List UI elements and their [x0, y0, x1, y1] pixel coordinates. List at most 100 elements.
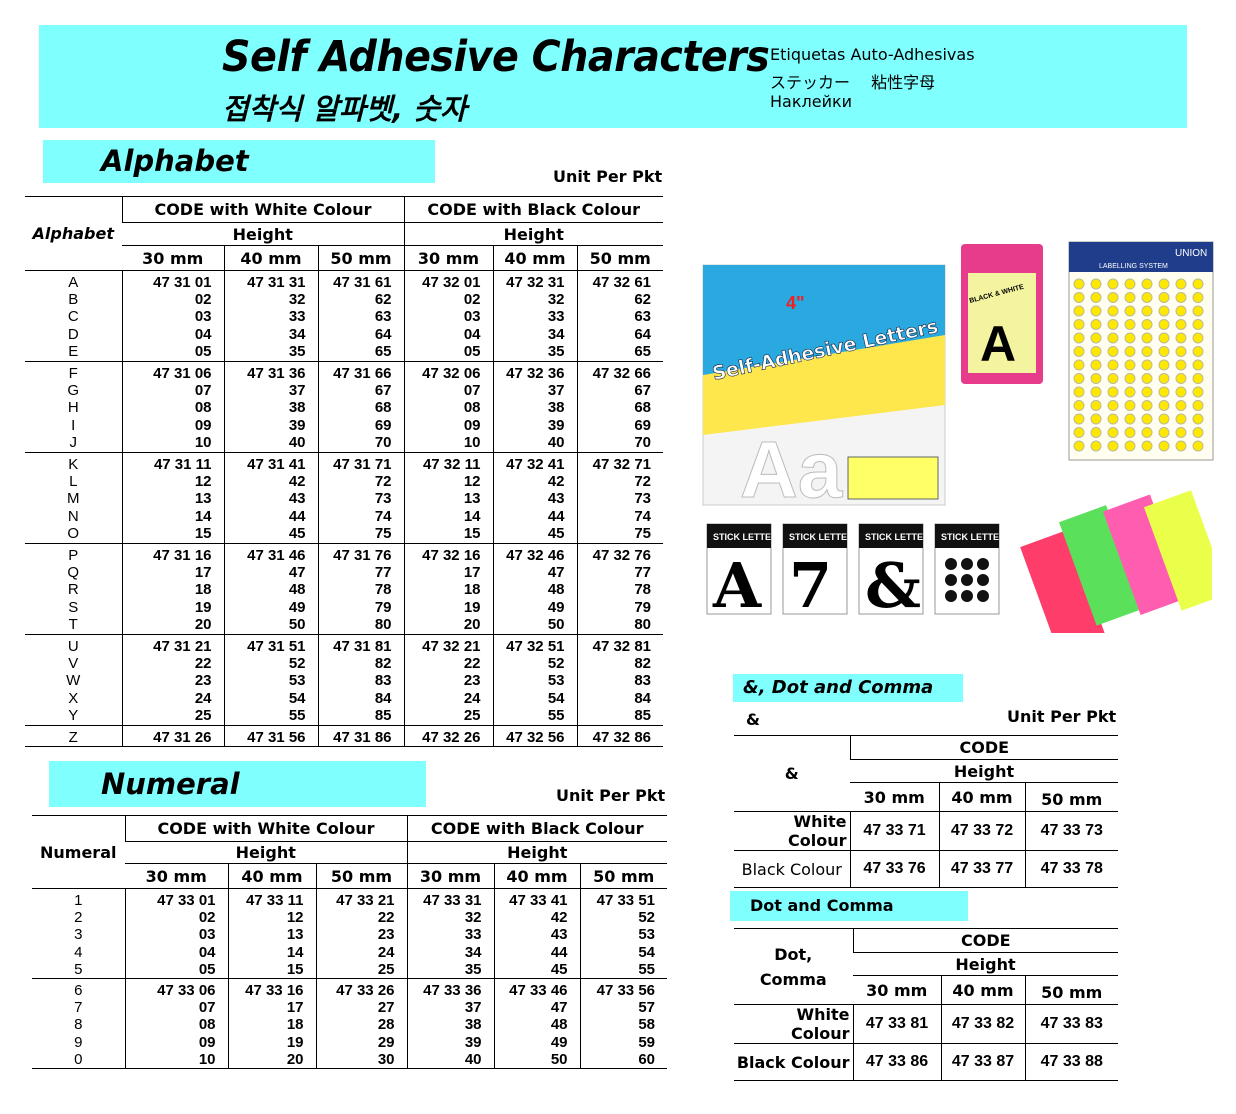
code-value: 47 32 81: [592, 638, 651, 655]
code-cell: 47 32 76 77 78 79 80: [576, 543, 663, 635]
code-value: 47 31 46: [247, 547, 306, 564]
height-header: Height: [850, 759, 1118, 783]
row-label: 7: [74, 999, 83, 1017]
row-header: Dot, Comma: [734, 929, 853, 1005]
code-value: 47 31 86: [333, 729, 392, 746]
size-header: 30 mm: [406, 863, 494, 889]
code-value: 10: [463, 433, 481, 451]
sticker-dot: [1192, 427, 1204, 438]
sticker-dot: [1175, 332, 1187, 344]
sticker-dot: [1158, 346, 1170, 357]
code-value: 20: [194, 615, 212, 633]
code-value: 47 33 56: [596, 982, 655, 999]
code-value: 65: [374, 342, 392, 360]
sticker-dot: [1107, 400, 1119, 411]
code-value: 33: [464, 926, 482, 944]
sticker-dot: [1158, 359, 1170, 371]
code-value: 07: [198, 999, 216, 1017]
code-value: 47 32 36: [506, 365, 565, 382]
code-value: 80: [634, 615, 651, 633]
code-value: 44: [547, 507, 565, 525]
code-value: 47 32 66: [592, 365, 651, 382]
code-value: 52: [288, 655, 306, 673]
sticker-dot: [1107, 359, 1119, 371]
row-label: Black Colour: [734, 850, 850, 888]
code-value: 09: [194, 416, 212, 434]
dotcomma-table: Dot, Comma CODE Height 30 mm 40 mm 50 mm Whi…: [734, 928, 1118, 1081]
code-value: 18: [463, 581, 481, 599]
row-header: &: [784, 764, 799, 783]
code-value: 68: [634, 399, 651, 417]
sticker-dot: [1192, 359, 1204, 371]
table-row-group: F G H I J 47 31 06 07 08 09 10 47 31 36 37 38 39 40 47 …: [25, 361, 663, 453]
row-label: I: [71, 416, 76, 434]
code-header: CODE: [849, 735, 1118, 760]
row-label: S: [68, 598, 79, 616]
sticker-dot: [1073, 346, 1085, 357]
code-cell: 47 33 77: [938, 850, 1025, 888]
height-header: Height: [403, 222, 663, 246]
code-value: 47 32 21: [422, 638, 481, 655]
code-value: 74: [374, 507, 392, 525]
sticker-dot: [1124, 400, 1136, 411]
stick-letters-card: STICK LETTERS 7: [782, 523, 860, 617]
code-cell: 47 31 06 07 08 09 10: [121, 361, 224, 453]
code-value: 32: [288, 291, 306, 309]
code-cell: 47 32 06 07 08 09 10: [403, 361, 493, 453]
code-value: 45: [288, 524, 306, 542]
code-cell: 47 32 56: [492, 724, 577, 748]
card-glyph: 7: [789, 549, 832, 617]
code-value: 50: [288, 615, 306, 633]
row-label: N: [67, 507, 79, 525]
code-value: 57: [638, 999, 655, 1017]
code-value: 10: [198, 1050, 216, 1068]
code-cell: 47 31 31 32 33 34 35: [223, 270, 318, 362]
code-value: 53: [638, 926, 655, 944]
code-cell: 47 32 01 02 03 04 05: [403, 270, 493, 362]
code-value: 80: [374, 615, 392, 633]
row-label: T: [68, 615, 78, 633]
sticker-dot: [1124, 386, 1136, 398]
code-value: 72: [374, 473, 392, 491]
code-cell: 47 33 41 42 43 44 45: [493, 888, 580, 979]
code-value: 25: [463, 706, 481, 724]
dot-sticker: [977, 558, 989, 570]
sticker-dot: [1124, 332, 1136, 344]
code-value: 22: [463, 655, 481, 673]
pack-size: 4": [786, 293, 805, 313]
code-value: 54: [547, 689, 565, 707]
sticker-dot: [1107, 278, 1119, 290]
code-value: 37: [464, 999, 482, 1017]
dot-sticker: [945, 574, 957, 586]
code-value: 47 31 01: [153, 274, 212, 291]
sticker-dot: [1141, 386, 1153, 398]
code-value: 27: [377, 999, 395, 1017]
code-value: 30: [377, 1050, 395, 1068]
sticker-dot: [1073, 292, 1085, 303]
dot-sticker: [961, 590, 973, 602]
code-value: 47 32 71: [592, 456, 651, 473]
code-value: 62: [634, 291, 651, 309]
code-value: 45: [547, 524, 565, 542]
code-value: 03: [198, 926, 216, 944]
code-value: 74: [634, 507, 651, 525]
sticker-dot: [1141, 413, 1153, 425]
sticker-dot: [1158, 400, 1170, 411]
card-label: STICK LETTERS: [713, 532, 784, 542]
sticker-dot: [1175, 292, 1187, 303]
code-value: 40: [547, 433, 565, 451]
code-value: 47 31 06: [153, 365, 212, 382]
code-value: 18: [194, 581, 212, 599]
code-cell: 47 32 21 22 23 24 25: [403, 634, 493, 726]
row-label: A: [68, 274, 79, 291]
row-label: 6: [74, 982, 83, 999]
sticker-dot: [1158, 319, 1170, 330]
sticker-dot: [1073, 359, 1085, 371]
union-labelling-sheet-image: UNION LABELLING SYSTEM: [1068, 241, 1214, 461]
row-label: O: [67, 524, 80, 542]
row-label: U: [67, 638, 79, 655]
code-value: 02: [463, 291, 481, 309]
sticker-dot: [1158, 278, 1170, 290]
code-value: 43: [547, 490, 565, 508]
row-label: D: [67, 325, 79, 343]
